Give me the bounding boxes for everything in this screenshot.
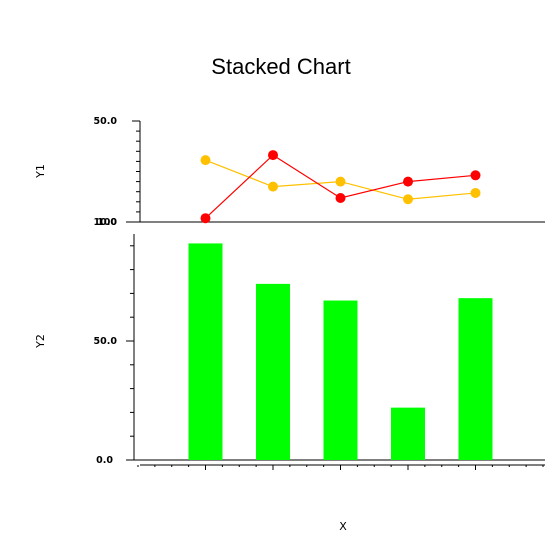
series-point xyxy=(470,170,481,181)
series-point xyxy=(335,193,346,204)
y2-tick-label: 100 xyxy=(97,217,117,228)
bar xyxy=(188,243,223,460)
chart-title: Stacked Chart xyxy=(211,54,350,79)
bar xyxy=(323,300,358,460)
series-point xyxy=(268,181,278,192)
y2-tick-label: 50.0 xyxy=(94,336,118,347)
y2-tick-label: 0.0 xyxy=(96,455,113,466)
bar xyxy=(256,283,290,460)
series-point xyxy=(335,176,346,187)
series-point xyxy=(403,194,413,205)
series-point xyxy=(200,155,211,166)
y1-axis-title: Y1 xyxy=(34,164,47,179)
bar xyxy=(458,298,493,460)
y2-axis-title: Y2 xyxy=(34,334,47,349)
series-point xyxy=(200,213,211,224)
series-point xyxy=(470,187,481,198)
series-point xyxy=(268,150,278,161)
bar xyxy=(391,407,425,460)
x-axis-title: X xyxy=(339,520,347,533)
series-point xyxy=(403,176,413,187)
series-line xyxy=(205,154,476,219)
y1-tick-label: 10.0 xyxy=(94,217,118,228)
y1-tick-label: 50.0 xyxy=(94,116,118,127)
line-series xyxy=(200,150,481,224)
bar-series xyxy=(188,243,493,460)
